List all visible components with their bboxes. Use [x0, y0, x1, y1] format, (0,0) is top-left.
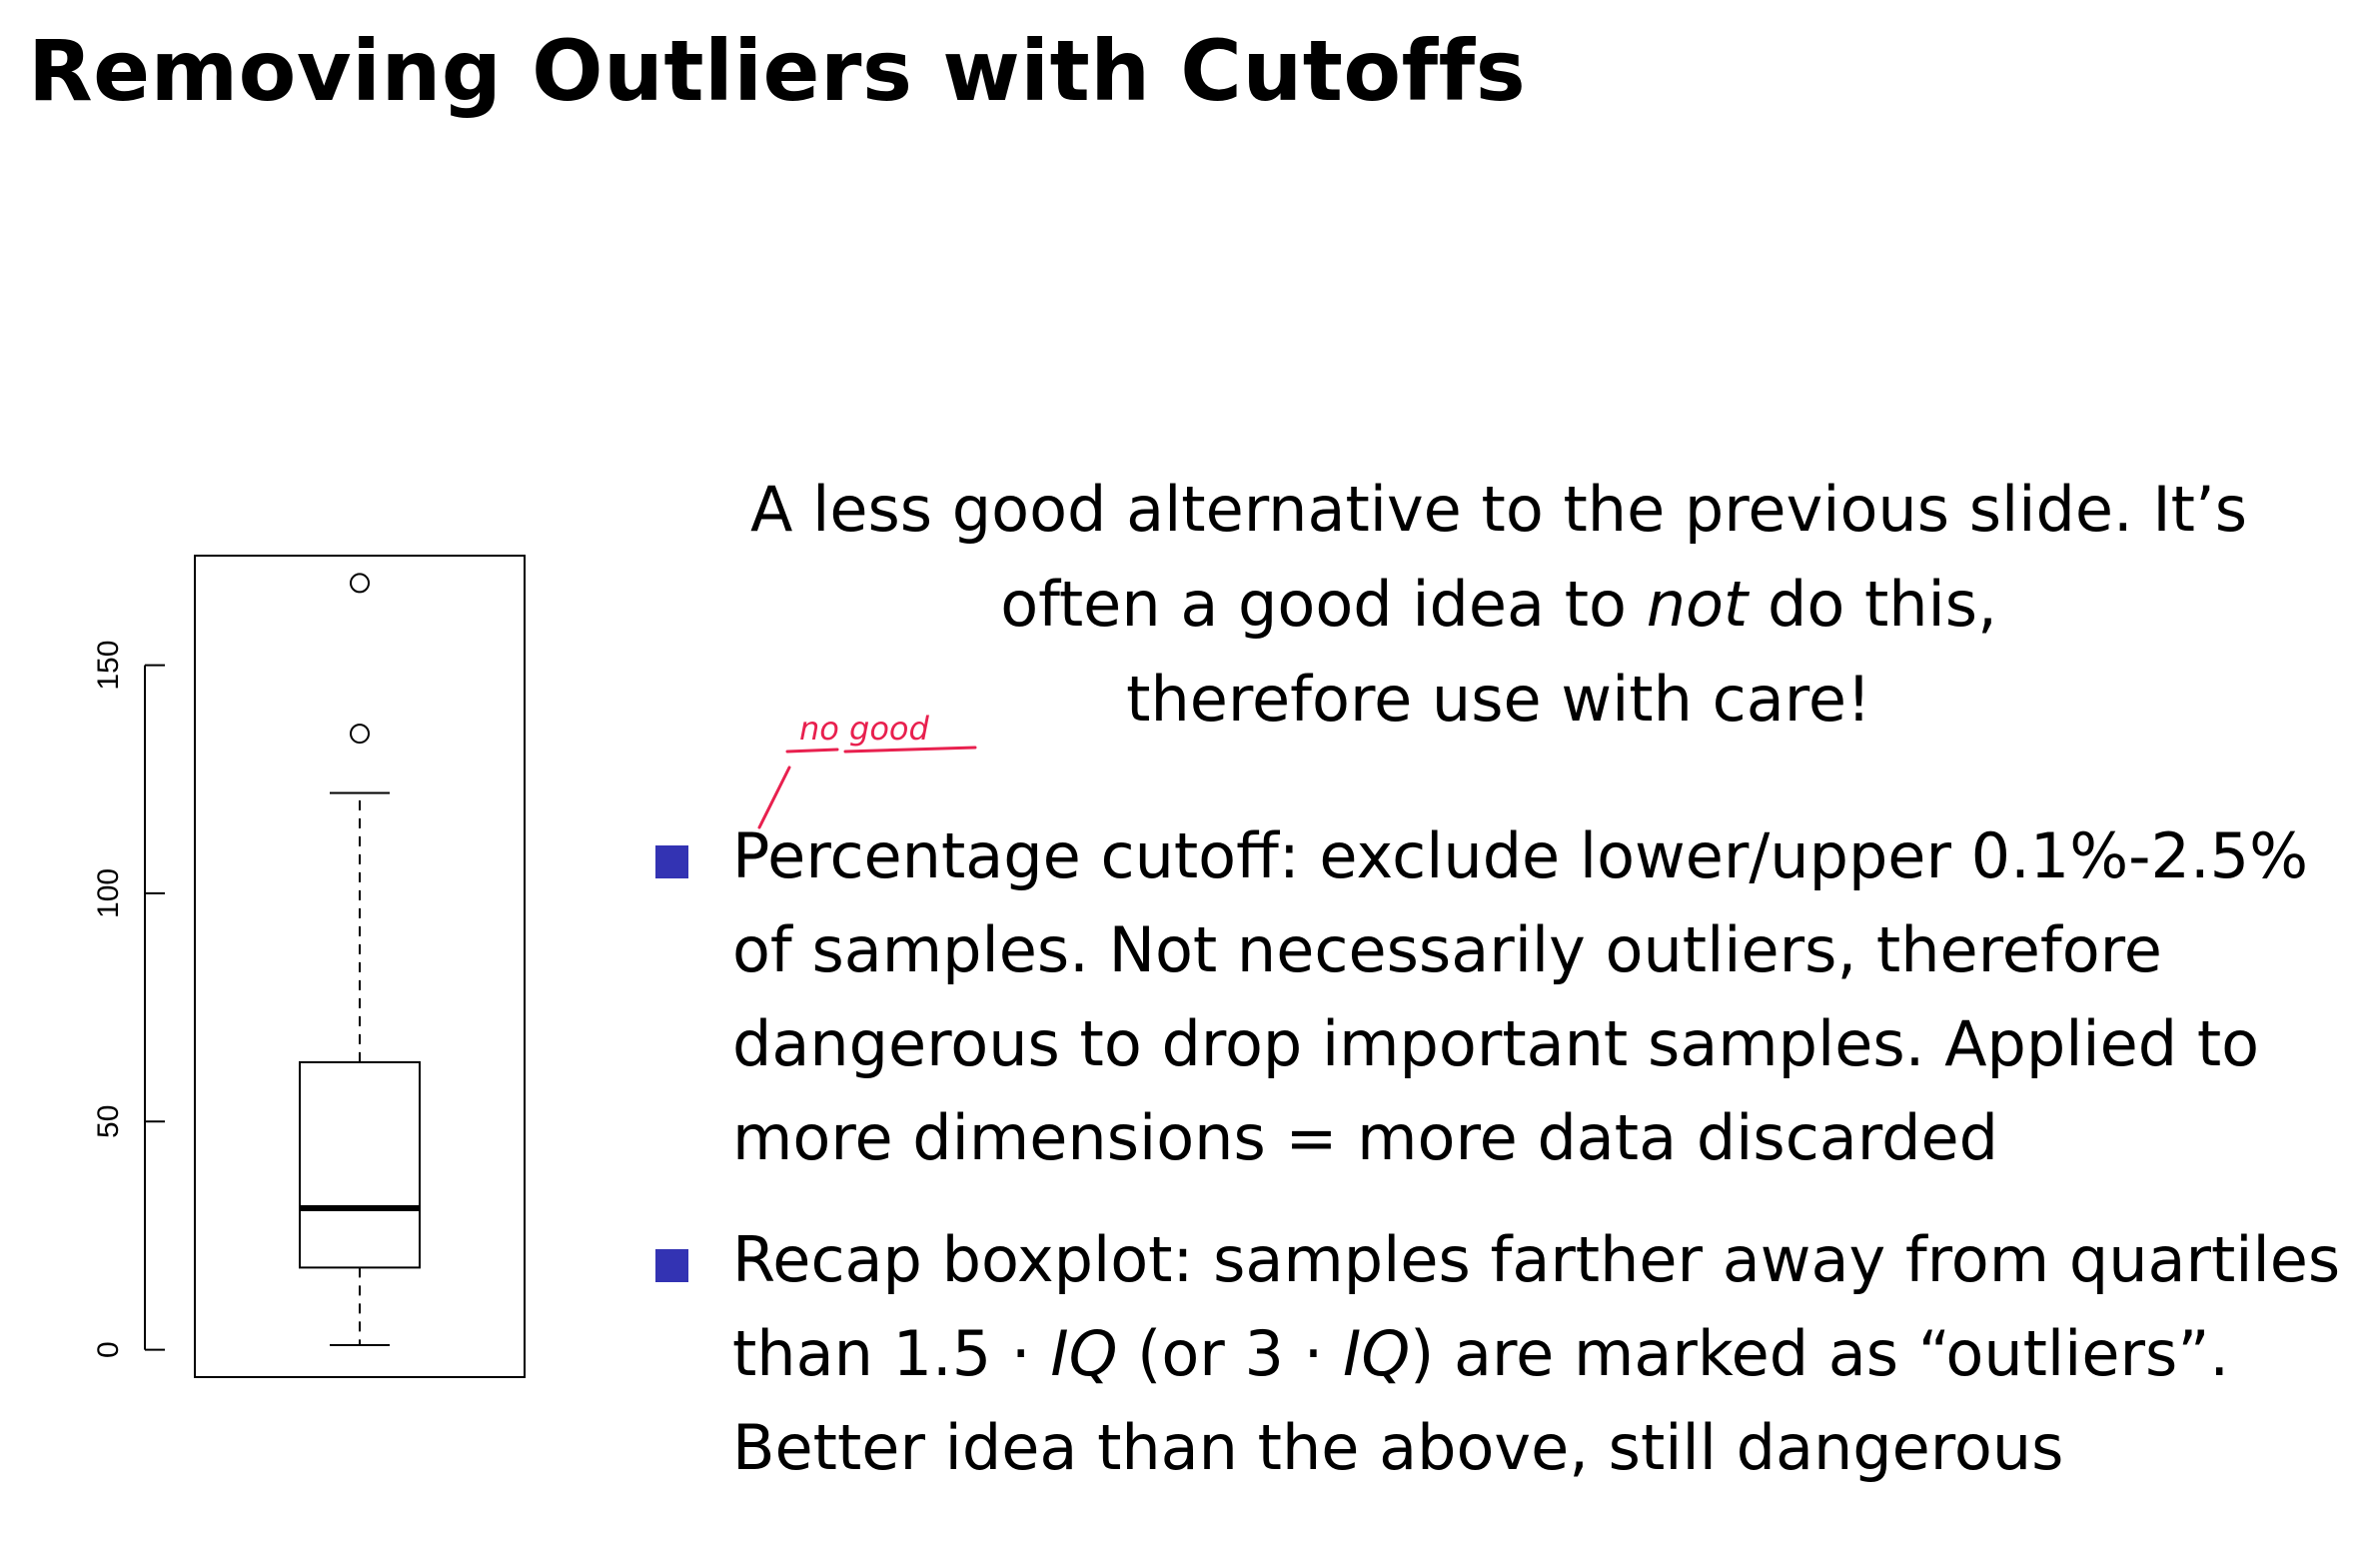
bullet-percentage-cutoff: Percentage cutoff: exclude lower/upper 0…: [649, 809, 2358, 1185]
boxplot-chart: 0 50 100 150: [40, 530, 540, 1413]
iq-symbol: IQ: [1050, 1317, 1118, 1390]
intro-emphasis: not: [1646, 568, 1749, 641]
boxplot-svg: 0 50 100 150: [92, 555, 526, 1378]
y-tick-label: 100: [92, 868, 125, 918]
bullet-recap-boxplot: Recap boxplot: samples farther away from…: [649, 1213, 2358, 1495]
iq-symbol: IQ: [1343, 1317, 1411, 1390]
y-tick-label: 50: [92, 1105, 125, 1138]
iqr-box: [299, 1060, 421, 1269]
annotation-pointer: [757, 766, 791, 829]
plot-frame: [194, 555, 526, 1378]
handwritten-annotation: no good: [739, 690, 999, 863]
slide-title: Removing Outliers with Cutoffs: [28, 22, 1527, 120]
bullet-text-part: Recap boxplot: samples farther away from…: [732, 1223, 2341, 1390]
outlier-point: [350, 724, 370, 745]
intro-text: A less good alternative to the previous …: [699, 462, 2298, 747]
annotation-svg: no good: [757, 710, 977, 829]
bullet-text-part: (or 3 ·: [1117, 1317, 1344, 1390]
outlier-point: [350, 573, 370, 594]
bullet-list: Percentage cutoff: exclude lower/upper 0…: [649, 809, 2358, 1523]
bullet-text-part: ) are marked as “outliers”. Better idea …: [732, 1317, 2230, 1484]
annotation-underline: [785, 746, 977, 754]
bullet-square-icon: [655, 1249, 688, 1282]
annotation-text: no good: [799, 710, 930, 748]
bullet-square-icon: [655, 845, 688, 878]
intro-line-2-start: often a good idea to: [1000, 568, 1647, 641]
y-tick-label: 150: [92, 641, 125, 691]
bullet-text: Percentage cutoff: exclude lower/upper 0…: [732, 819, 2309, 1174]
intro-line-1: A less good alternative to the previous …: [750, 473, 2247, 546]
intro-line-2-end: do this,: [1748, 568, 1997, 641]
intro-line-3: therefore use with care!: [1126, 663, 1871, 736]
y-tick-label: 0: [92, 1341, 125, 1358]
